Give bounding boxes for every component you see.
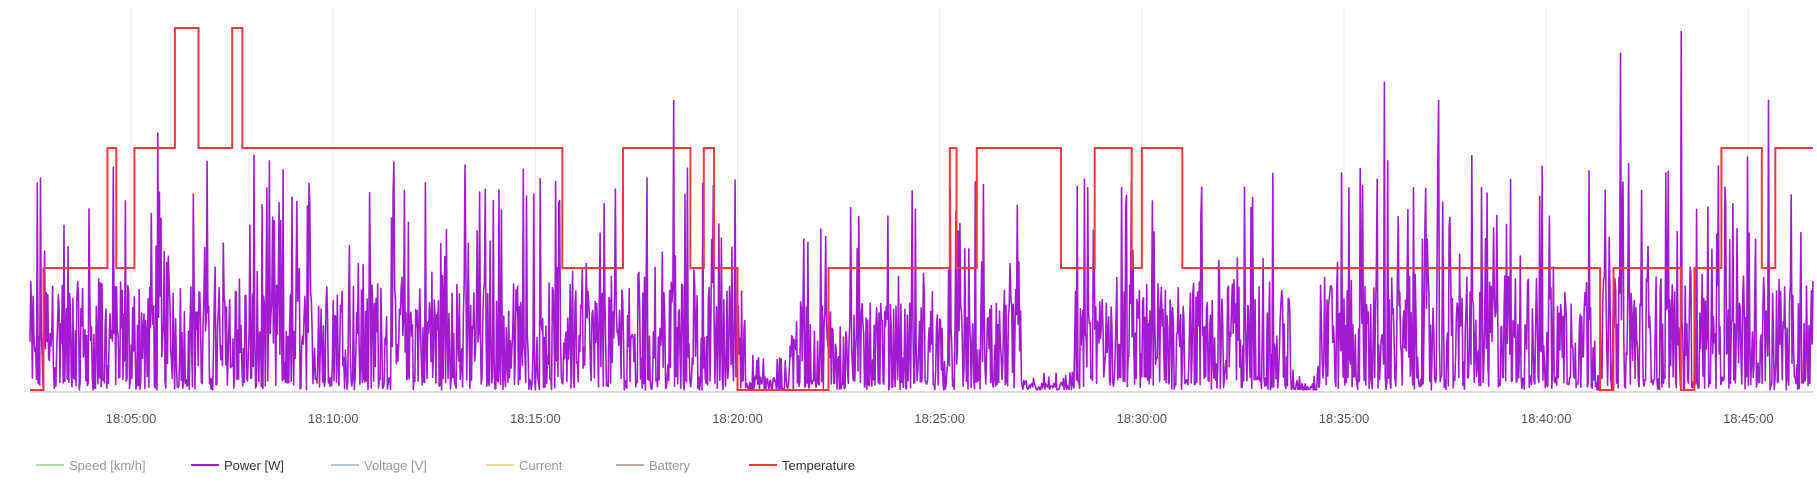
legend-item[interactable]: Current <box>486 458 563 473</box>
legend-label: Temperature <box>782 458 855 473</box>
legend-item[interactable]: Battery <box>616 458 691 473</box>
legend-item[interactable]: Voltage [V] <box>331 458 427 473</box>
x-tick-label: 18:45:00 <box>1723 411 1774 426</box>
legend-item[interactable]: Speed [km/h] <box>36 458 146 473</box>
x-tick-label: 18:25:00 <box>914 411 965 426</box>
legend-item[interactable]: Temperature <box>749 458 855 473</box>
legend-label: Battery <box>649 458 691 473</box>
x-tick-label: 18:40:00 <box>1521 411 1572 426</box>
x-tick-label: 18:30:00 <box>1117 411 1168 426</box>
x-tick-label: 18:15:00 <box>510 411 561 426</box>
power-series <box>29 30 1814 391</box>
legend-label: Current <box>519 458 563 473</box>
x-tick-label: 18:05:00 <box>106 411 157 426</box>
legend-label: Voltage [V] <box>364 458 427 473</box>
power-line <box>29 30 1814 391</box>
legend-label: Power [W] <box>224 458 284 473</box>
legend-label: Speed [km/h] <box>69 458 146 473</box>
x-tick-label: 18:10:00 <box>308 411 359 426</box>
x-tick-label: 18:35:00 <box>1319 411 1370 426</box>
x-tick-label: 18:20:00 <box>712 411 763 426</box>
temperature-line <box>30 27 1813 391</box>
x-axis-ticks: 18:05:00 18:10:00 18:15:00 18:20:00 18:25:00… <box>106 411 1774 426</box>
legend-item[interactable]: Power [W] <box>191 458 284 473</box>
temperature-series <box>30 27 1813 391</box>
legend[interactable]: Speed [km/h] Power [W] Voltage [V] Current B… <box>36 458 855 473</box>
